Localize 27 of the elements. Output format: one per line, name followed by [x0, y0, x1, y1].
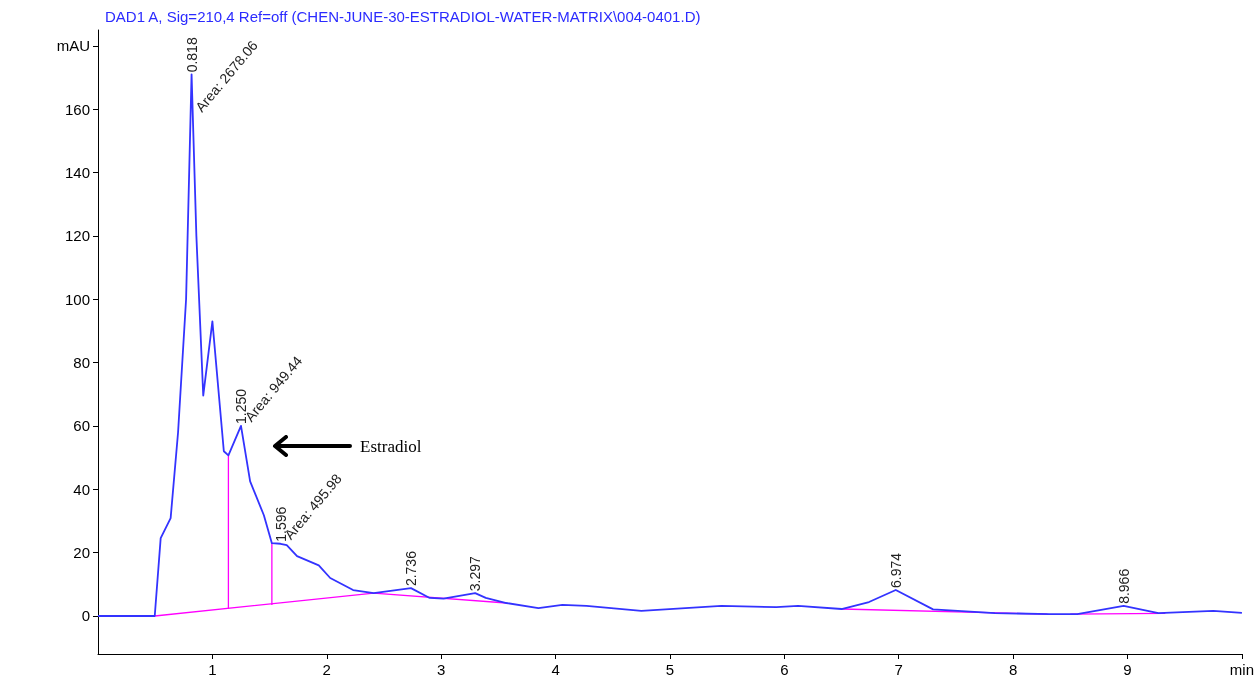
annotation: 0.818 [183, 37, 200, 73]
x-tick-label: 7 [894, 661, 903, 677]
annotation: 3.297 [467, 555, 484, 592]
annotation: 6.974 [887, 552, 904, 589]
annotation: 8.966 [1115, 568, 1132, 604]
y-tick-label: 0 [81, 607, 90, 625]
y-tick-label: 100 [64, 290, 90, 308]
x-tick-label: 6 [780, 661, 789, 677]
y-tick-label: 20 [73, 544, 90, 562]
annotation: Estradiol [360, 436, 422, 456]
x-tick-label: 3 [437, 661, 446, 677]
annotation: 2.736 [402, 550, 419, 587]
y-tick-label: 120 [64, 227, 90, 245]
y-tick-label: 140 [64, 164, 90, 182]
chart-title: DAD1 A, Sig=210,4 Ref=off (CHEN-JUNE-30-ESTRADIOL-WATER-MATRIX\004-0401.D) [105, 8, 701, 25]
x-tick-label: 2 [322, 661, 331, 677]
x-tick-label: 1 [208, 661, 217, 677]
y-tick-label: 160 [64, 100, 90, 118]
y-tick-label: 80 [73, 354, 90, 372]
y-tick-label: 60 [73, 417, 90, 435]
x-tick-label: 4 [551, 661, 560, 677]
x-tick-label: 8 [1008, 661, 1018, 677]
x-tick-label: 5 [665, 661, 675, 677]
x-tick-label: 9 [1123, 661, 1132, 677]
y-tick-label: mAU [56, 37, 90, 55]
x-tick-label: min [1229, 661, 1254, 677]
y-tick-label: 40 [73, 480, 90, 498]
